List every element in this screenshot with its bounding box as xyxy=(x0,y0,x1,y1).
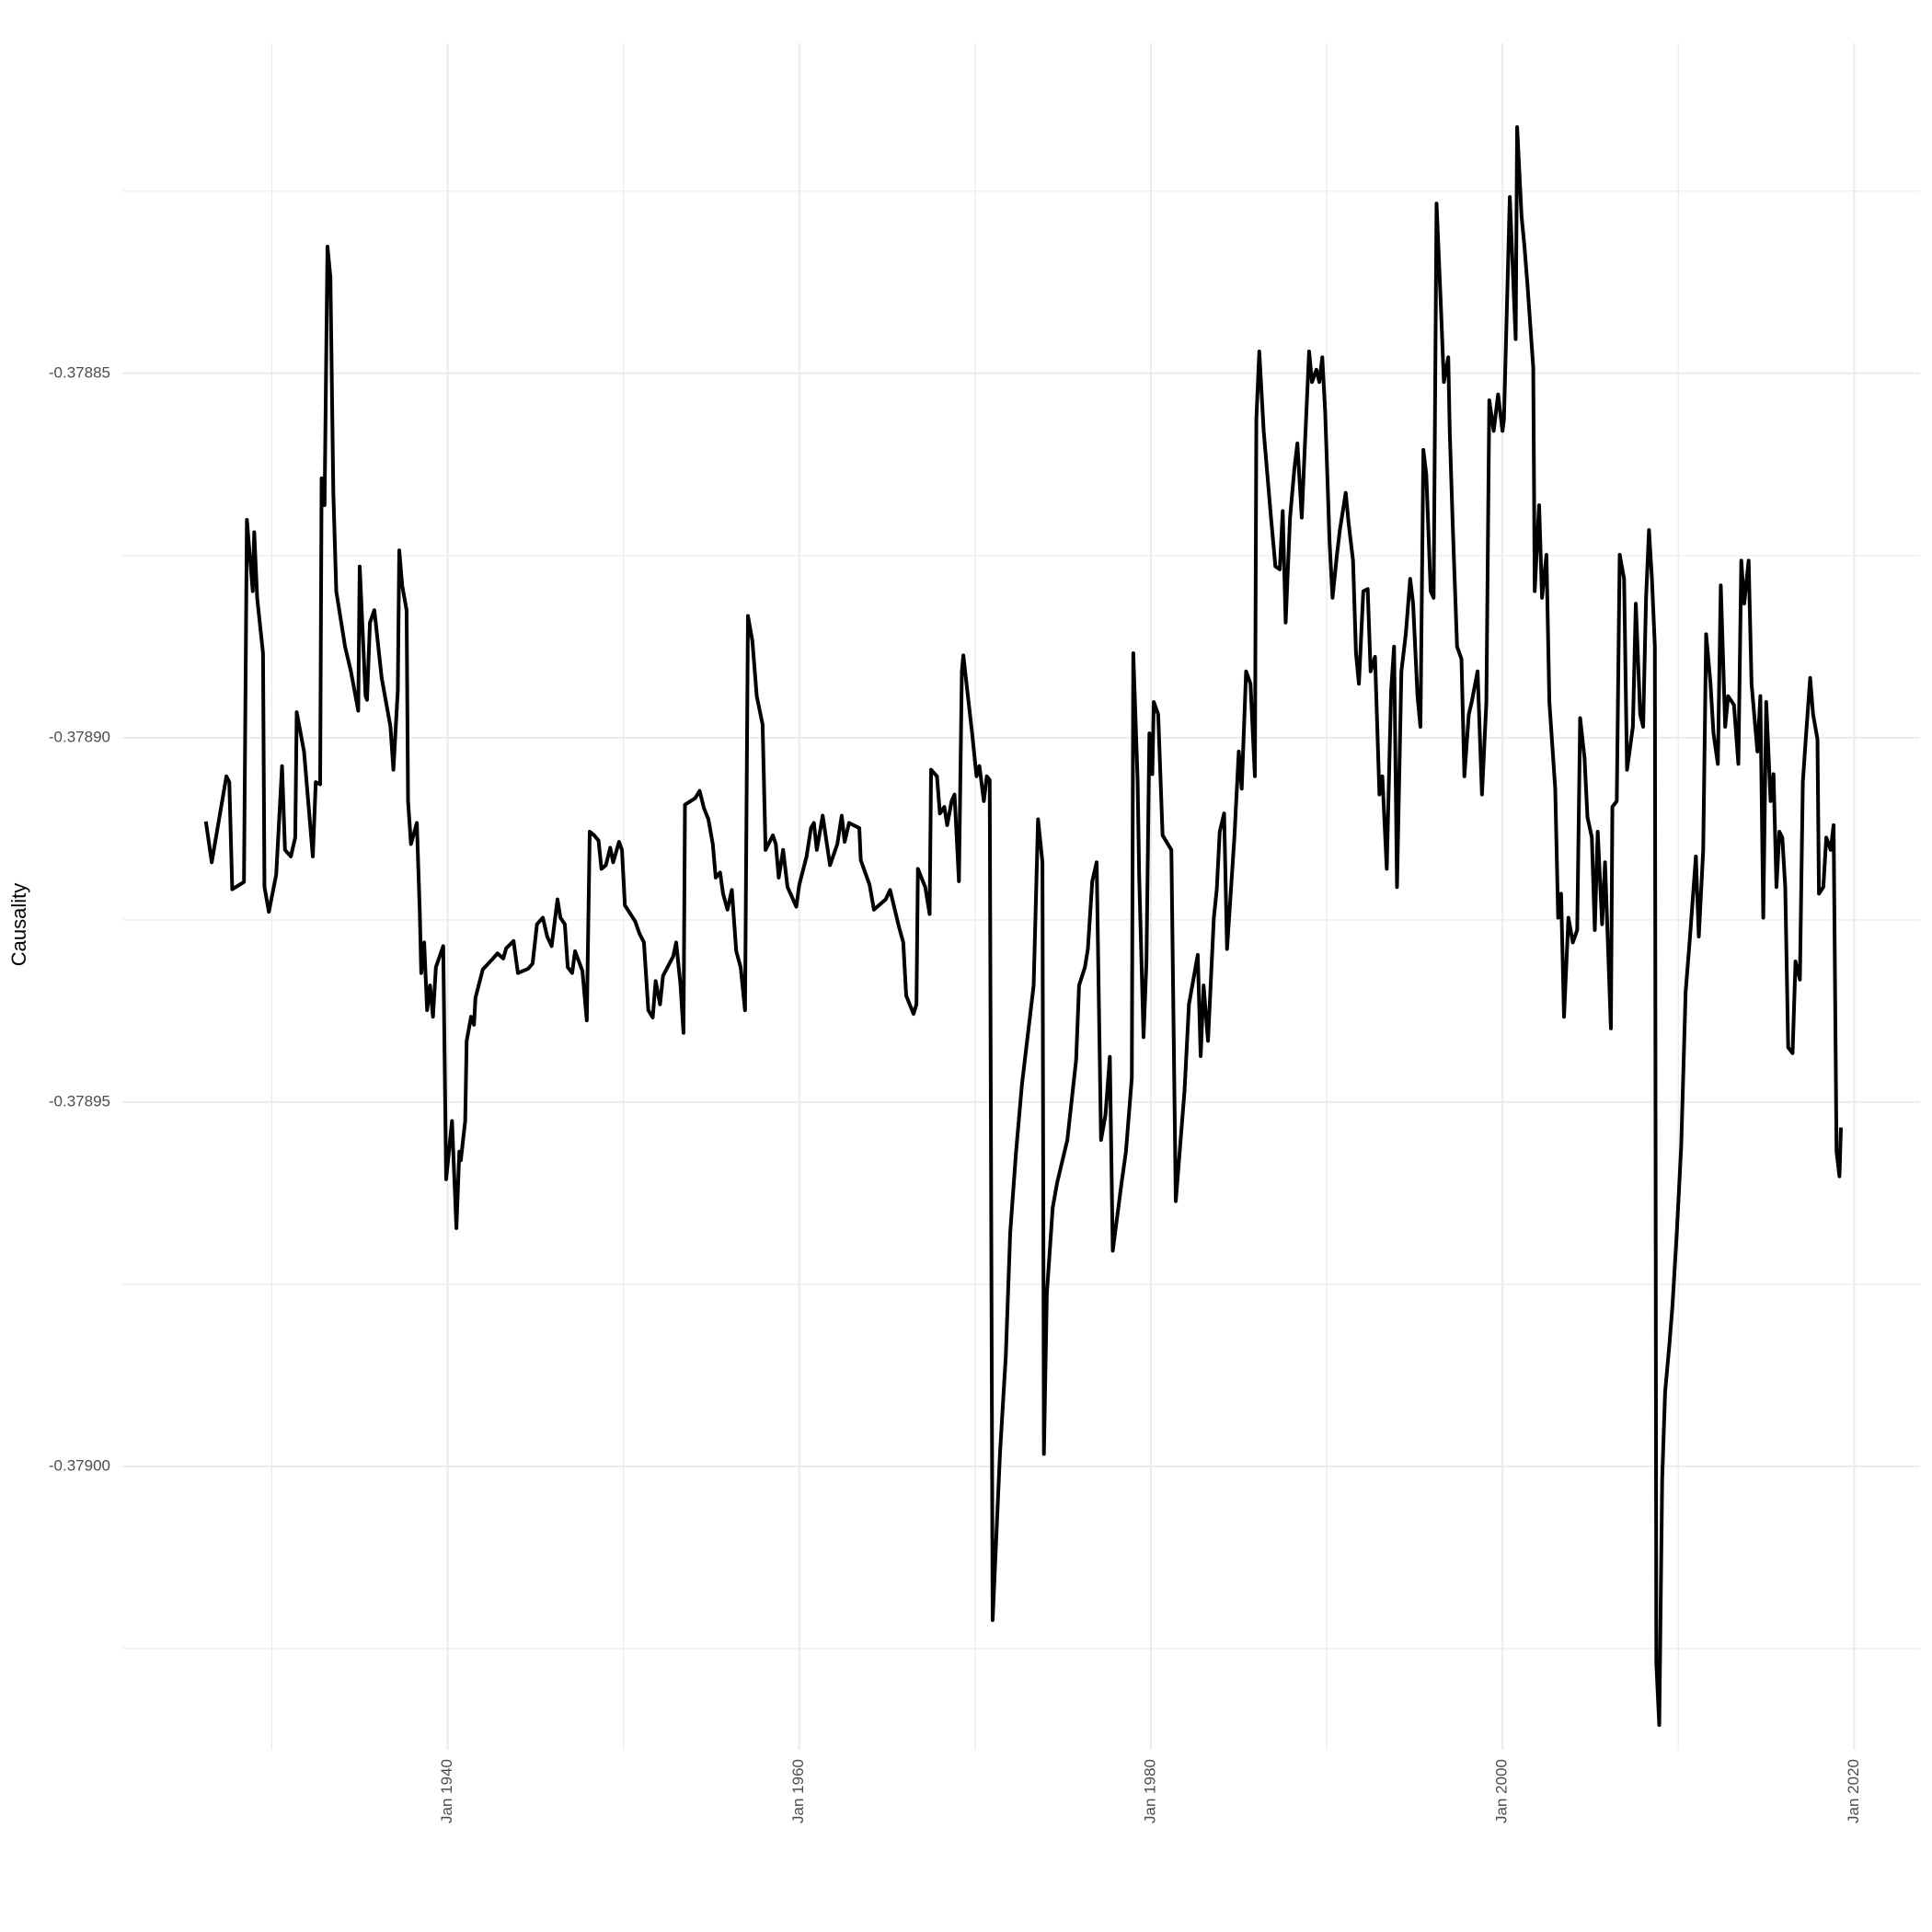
y-tick-label: -0.37895 xyxy=(49,1092,110,1110)
x-tick-label: Jan 1960 xyxy=(789,1759,807,1823)
x-tick-label: Jan 2000 xyxy=(1493,1759,1511,1823)
y-tick-label: -0.37890 xyxy=(49,728,110,745)
x-tick-label: Jan 2020 xyxy=(1845,1759,1862,1823)
grid xyxy=(122,43,1920,1750)
x-tick-label: Jan 1940 xyxy=(438,1759,455,1823)
y-tick-label: -0.37900 xyxy=(49,1456,110,1474)
y-axis-title: Causality xyxy=(7,883,30,966)
plot-area xyxy=(203,125,1843,1728)
line xyxy=(203,125,1843,1728)
x-tick-label: Jan 1980 xyxy=(1141,1759,1158,1823)
y-tick-label: -0.37885 xyxy=(49,363,110,381)
